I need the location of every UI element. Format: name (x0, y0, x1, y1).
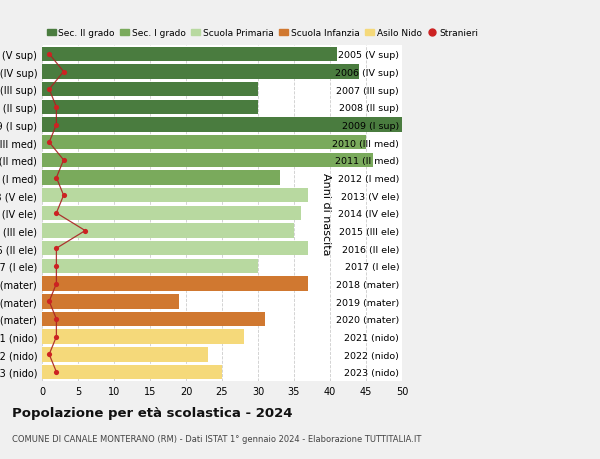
Point (44, 139, 54, 146)
Point (52, 174, 61, 182)
Point (52, 280, 61, 288)
Bar (42, 118, 402, 133)
Bar (42, 241, 308, 256)
Point (80, 227, 90, 235)
Point (52, 104, 61, 111)
Point (59, 192, 68, 200)
Bar (42, 277, 308, 291)
Point (44, 51, 54, 58)
Bar (42, 259, 258, 274)
Bar (42, 101, 258, 115)
Point (44, 86, 54, 94)
Bar (42, 294, 179, 309)
Y-axis label: Anni di nascita: Anni di nascita (321, 172, 331, 255)
Bar (42, 189, 308, 203)
Bar (42, 365, 222, 380)
Point (52, 369, 61, 376)
Bar (42, 171, 280, 185)
Bar (42, 65, 359, 79)
Point (52, 263, 61, 270)
Point (52, 333, 61, 341)
Bar (42, 347, 208, 362)
Point (52, 122, 61, 129)
Point (59, 69, 68, 76)
Bar (42, 47, 337, 62)
Point (44, 298, 54, 305)
Bar (42, 83, 258, 97)
Bar (42, 206, 301, 221)
Point (52, 245, 61, 252)
Point (44, 351, 54, 358)
Bar (42, 224, 294, 238)
Text: Popolazione per età scolastica - 2024: Popolazione per età scolastica - 2024 (12, 406, 293, 419)
Bar (42, 136, 366, 150)
Point (59, 157, 68, 164)
Point (52, 210, 61, 217)
Bar (42, 330, 244, 344)
Text: COMUNE DI CANALE MONTERANO (RM) - Dati ISTAT 1° gennaio 2024 - Elaborazione TUTT: COMUNE DI CANALE MONTERANO (RM) - Dati I… (12, 434, 421, 443)
Legend: Sec. II grado, Sec. I grado, Scuola Primaria, Scuola Infanzia, Asilo Nido, Stran: Sec. II grado, Sec. I grado, Scuola Prim… (47, 29, 478, 38)
Bar (42, 312, 265, 326)
Point (52, 316, 61, 323)
Bar (42, 153, 373, 168)
